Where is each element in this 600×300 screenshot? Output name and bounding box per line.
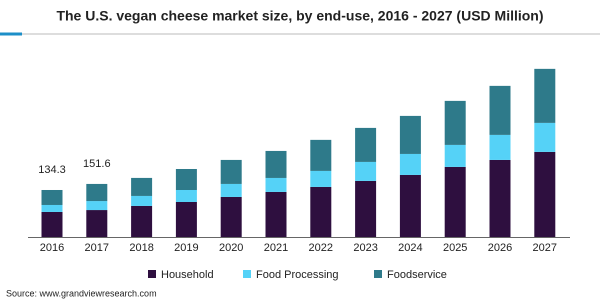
- x-tick-label: 2021: [264, 242, 288, 254]
- bar-segment: [220, 183, 242, 197]
- bar-segment: [399, 174, 421, 237]
- x-tick-label: 2023: [353, 242, 377, 254]
- source: Source: www.grandviewresearch.com: [6, 288, 157, 298]
- x-tick-label: 2027: [533, 242, 557, 254]
- bar-segment: [265, 177, 287, 192]
- bar-segment: [41, 204, 63, 212]
- chart-title: The U.S. vegan cheese market size, by en…: [56, 8, 543, 24]
- bar-segment: [534, 68, 556, 123]
- x-tick-label: 2018: [129, 242, 153, 254]
- bar-segment: [310, 186, 332, 237]
- legend-swatch: [374, 270, 382, 278]
- bar-segment: [175, 189, 197, 202]
- bar-segment: [175, 168, 197, 190]
- bar-segment: [86, 183, 108, 202]
- legend-label: Food Processing: [256, 269, 339, 281]
- bar-segment: [399, 115, 421, 154]
- bar-segment: [265, 191, 287, 237]
- bar-segment: [175, 202, 197, 237]
- x-tick-label: 2017: [85, 242, 109, 254]
- bar-segment: [444, 100, 466, 145]
- bar-segment: [131, 177, 153, 196]
- legend-label: Foodservice: [387, 269, 447, 281]
- x-tick-label: 2025: [443, 242, 467, 254]
- legend-swatch: [148, 270, 156, 278]
- total-label: 134.3: [38, 164, 66, 176]
- bar-segment: [355, 180, 377, 237]
- bar-segment: [355, 127, 377, 162]
- bar-segment: [220, 159, 242, 184]
- legend-swatch: [243, 270, 251, 278]
- bar-segment: [131, 205, 153, 237]
- x-tick-label: 2016: [40, 242, 64, 254]
- x-tick-label: 2022: [309, 242, 333, 254]
- total-label: 151.6: [83, 158, 111, 170]
- bar-segment: [86, 210, 108, 237]
- bar-segment: [41, 211, 63, 237]
- bar-segment: [220, 196, 242, 237]
- bar-segment: [41, 189, 63, 205]
- legend-label: Household: [161, 269, 214, 281]
- bar-segment: [444, 166, 466, 237]
- bar-segment: [489, 134, 511, 160]
- bar-segment: [534, 151, 556, 237]
- bar-segment: [310, 139, 332, 171]
- bar-segment: [355, 161, 377, 181]
- bar-segment: [534, 122, 556, 152]
- bar-segment: [399, 153, 421, 175]
- bar-segment: [310, 170, 332, 187]
- bar-segment: [489, 85, 511, 135]
- x-tick-label: 2019: [174, 242, 198, 254]
- bar-segment: [444, 144, 466, 167]
- x-tick-label: 2026: [488, 242, 512, 254]
- bar-segment: [265, 150, 287, 178]
- bar-segment: [86, 201, 108, 211]
- x-tick-label: 2020: [219, 242, 243, 254]
- bar-segment: [131, 195, 153, 206]
- bar-segment: [489, 159, 511, 237]
- x-tick-label: 2024: [398, 242, 422, 254]
